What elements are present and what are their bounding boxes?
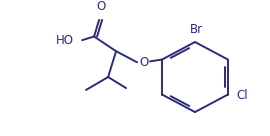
Text: Br: Br — [190, 23, 202, 36]
Text: O: O — [96, 0, 106, 13]
Text: Cl: Cl — [236, 89, 248, 102]
Text: O: O — [140, 56, 149, 69]
Text: HO: HO — [56, 34, 74, 47]
